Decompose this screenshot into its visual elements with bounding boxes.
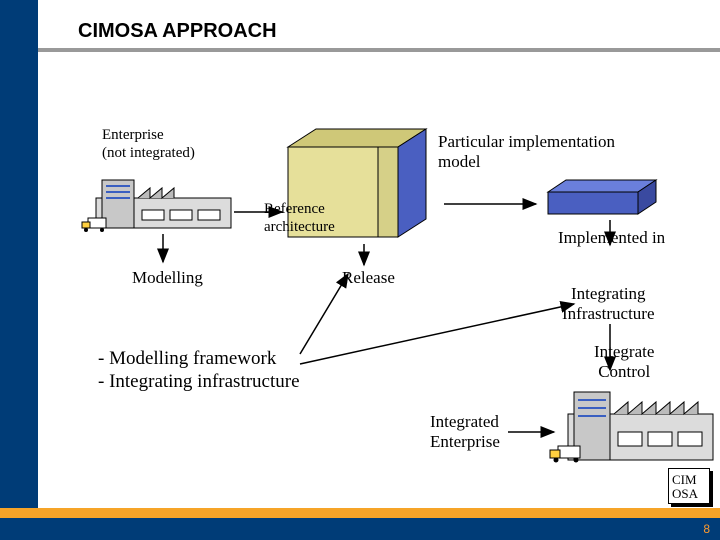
diagram-area: Enterprise(not integrated) Particular im… xyxy=(38,52,720,492)
footer-blue-bar: 8 xyxy=(0,518,720,540)
label-integrated-enterprise: IntegratedEnterprise xyxy=(430,412,500,453)
badge-line2: OSA xyxy=(672,487,706,501)
arrows xyxy=(163,204,610,432)
logo-badge: CIM OSA xyxy=(668,468,710,504)
page-number: 8 xyxy=(703,522,710,536)
label-particular: Particular implementationmodel xyxy=(438,132,615,173)
label-modelling: Modelling xyxy=(132,268,203,288)
label-implemented: Implemented in xyxy=(558,228,665,248)
badge-line1: CIM xyxy=(672,473,706,487)
footer-orange-bar xyxy=(0,508,720,518)
factory-large-icon xyxy=(550,392,713,463)
left-accent-bar xyxy=(0,0,38,540)
label-release: Release xyxy=(342,268,395,288)
label-framework-lines: - Modelling framework- Integrating infra… xyxy=(98,348,300,394)
label-integrate-control: IntegrateControl xyxy=(594,342,654,383)
label-reference: Referencearchitecture xyxy=(264,200,335,236)
label-integrating-infra: IntegratingInfrastructure xyxy=(562,284,655,325)
factory-small-icon xyxy=(82,180,231,232)
label-enterprise: Enterprise(not integrated) xyxy=(102,126,195,162)
implementation-block xyxy=(548,180,656,214)
page-title: CIMOSA APPROACH xyxy=(78,20,277,43)
